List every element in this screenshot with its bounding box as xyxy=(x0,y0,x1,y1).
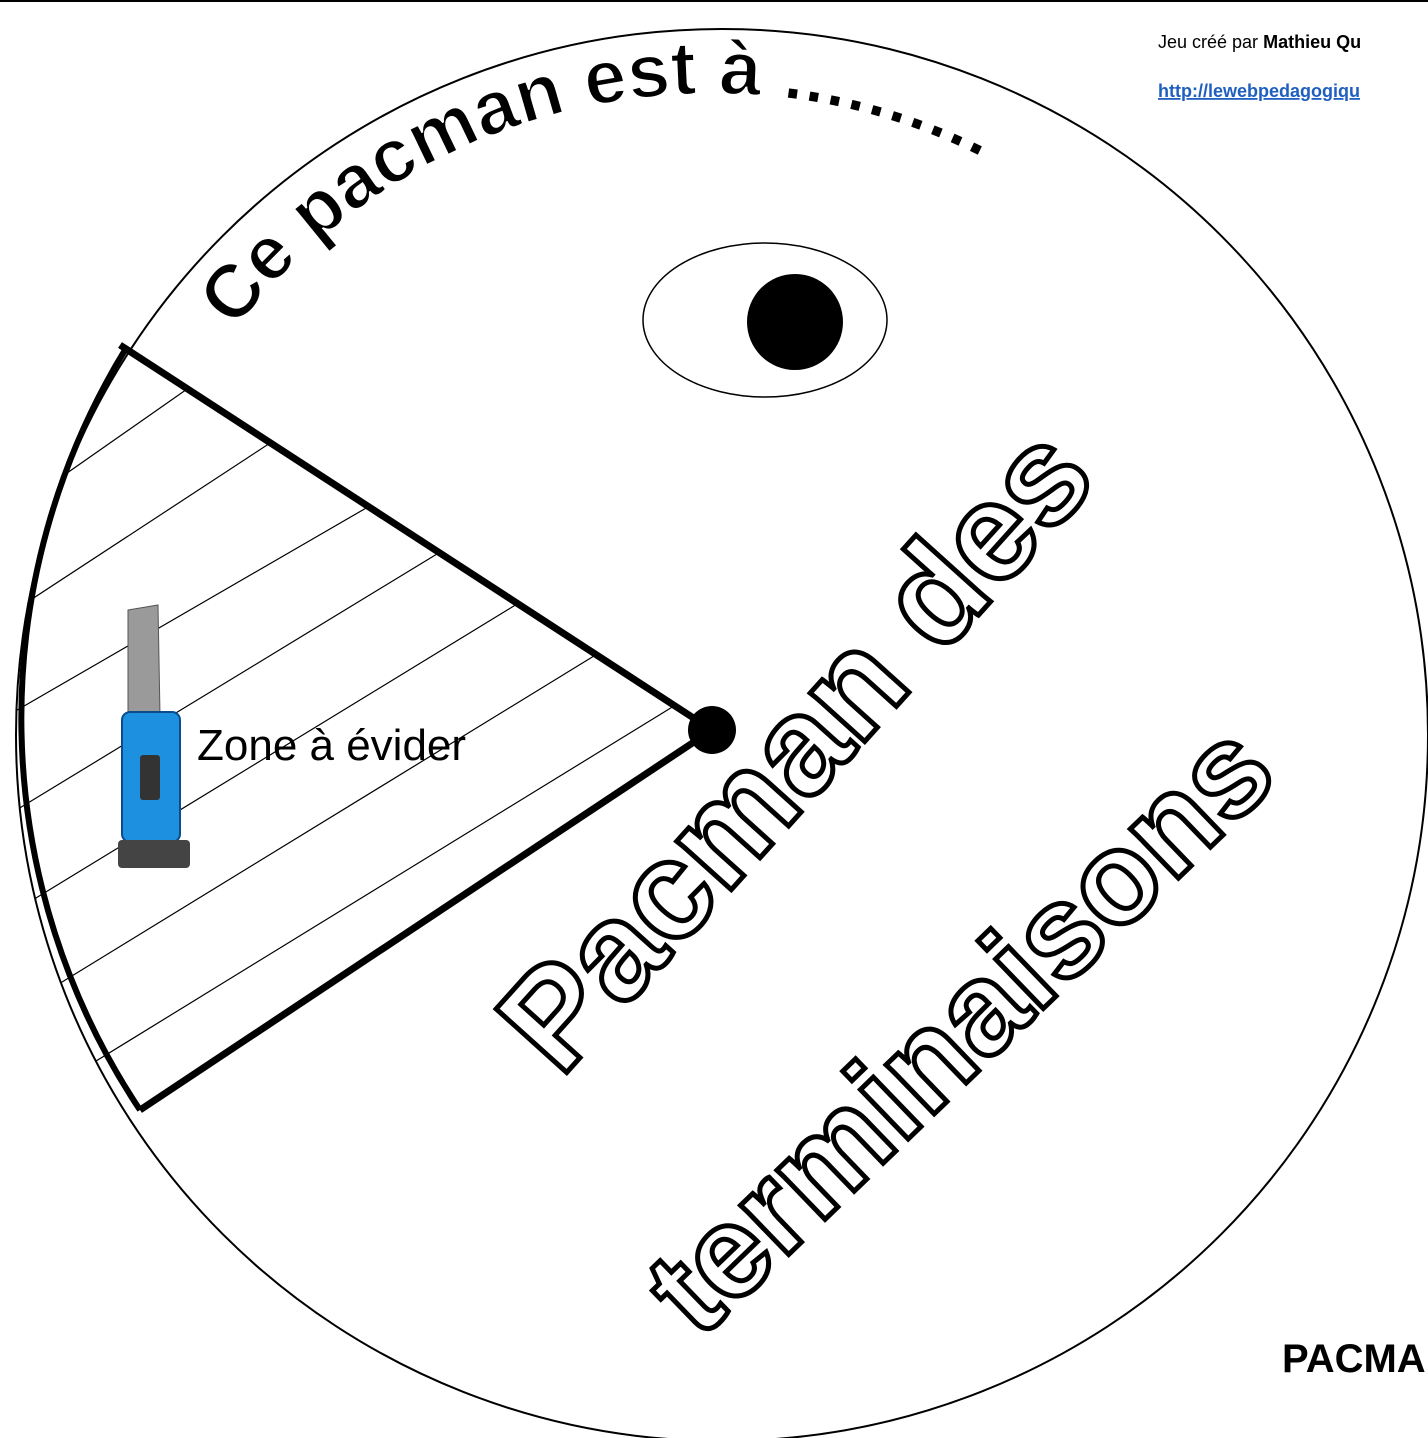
credit: Jeu créé par Mathieu Qu xyxy=(1158,32,1361,52)
credit-prefix: Jeu créé par xyxy=(1158,32,1258,52)
page: Ce pacman est à .......... Zone à évider… xyxy=(0,0,1428,1438)
zone-label: Zone à évider xyxy=(197,721,466,770)
credit-name: Mathieu Qu xyxy=(1263,32,1361,52)
footer-label: PACMA xyxy=(1282,1337,1426,1381)
pupil xyxy=(747,274,843,370)
site-link[interactable]: http://lewebpedagogiqu xyxy=(1158,81,1360,101)
